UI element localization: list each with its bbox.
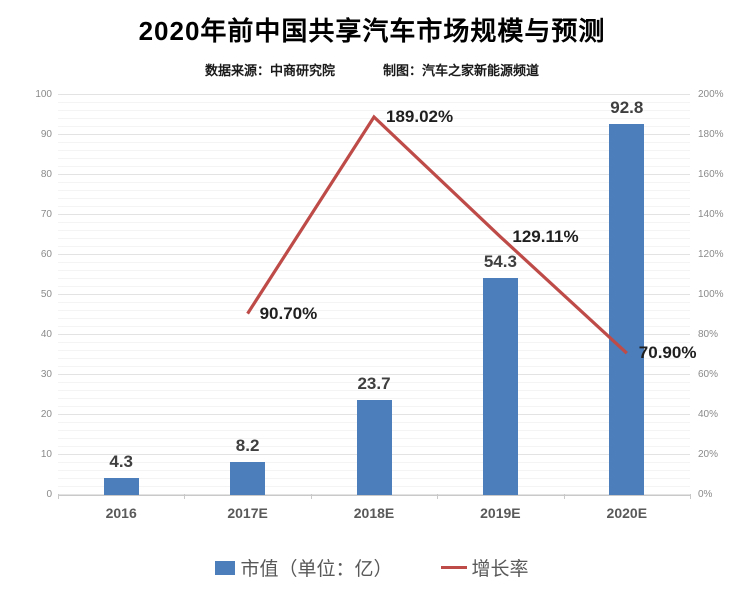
right-axis-tick-label: 60% [698, 369, 719, 380]
legend-item-bar: 市值（单位：亿） [215, 554, 393, 581]
plot-area: 4.3 8.2 23.7 54.3 92.8 90.70% 189.02% 129.11% 70… [58, 94, 696, 496]
growth-rate-label: 189.02% [386, 106, 454, 126]
x-axis-tick-mark [563, 494, 565, 499]
right-axis-tick-label: 80% [698, 329, 719, 340]
left-axis-tick-label: 0 [46, 489, 52, 500]
bar-2017E [230, 462, 266, 495]
left-axis-tick-label: 60 [40, 249, 52, 260]
bar-value-label: 23.7 [357, 374, 391, 394]
bar-value-label: 54.3 [483, 251, 517, 271]
legend: 市值（单位：亿） 增长率 [0, 554, 744, 581]
left-axis-tick-label: 10 [40, 449, 52, 460]
data-source-label: 数据来源：中商研究院 [205, 63, 336, 78]
x-axis-tick-mark [184, 494, 186, 499]
x-axis-category-label: 2016 [105, 505, 137, 521]
x-axis-tick-mark [58, 494, 59, 499]
bar-2019E [482, 277, 518, 495]
right-axis-tick-label: 160% [698, 169, 724, 180]
left-axis-tick-label: 90 [40, 129, 52, 140]
bar-2016 [103, 477, 139, 495]
right-axis-tick-label: 200% [698, 89, 724, 100]
growth-rate-label: 129.11% [512, 226, 579, 246]
right-axis-tick-label: 40% [698, 409, 719, 420]
left-axis-tick-label: 80 [40, 169, 52, 180]
bar-legend-label: 市值（单位：亿） [240, 559, 393, 580]
line-series-swatch [440, 566, 467, 569]
growth-rate-label: 70.90% [638, 343, 697, 363]
left-axis-tick-label: 30 [40, 369, 52, 380]
bar-value-label: 8.2 [235, 436, 260, 456]
bar-2018E [356, 400, 392, 495]
growth-rate-line [246, 114, 628, 355]
x-axis-tick-mark [437, 494, 439, 499]
left-axis-tick-label: 70 [40, 209, 52, 220]
x-axis-category-label: 2017E [227, 505, 268, 521]
left-axis-tick-label: 40 [40, 329, 52, 340]
growth-rate-label: 90.70% [259, 303, 318, 323]
credit-label: 制图：汽车之家新能源频道 [383, 63, 540, 78]
bar-series-swatch [215, 560, 236, 575]
left-axis-tick-label: 20 [40, 409, 52, 420]
right-axis-tick-label: 180% [698, 129, 724, 140]
x-axis-tick-mark [310, 494, 312, 499]
x-axis-category-label: 2019E [480, 505, 521, 521]
line-legend-label: 增长率 [471, 559, 529, 580]
x-axis-tick-mark [690, 494, 691, 499]
bar-value-label: 4.3 [109, 451, 133, 471]
right-axis-tick-label: 20% [698, 449, 719, 460]
left-axis-tick-label: 50 [40, 289, 52, 300]
bar-2020E [609, 123, 645, 495]
right-axis-tick-label: 100% [698, 289, 724, 300]
right-axis-tick-label: 120% [698, 249, 724, 260]
chart-title: 2020年前中国共享汽车市场规模与预测 [138, 16, 606, 46]
right-axis-tick-label: 140% [698, 209, 724, 220]
x-axis-category-label: 2018E [353, 505, 395, 521]
left-axis-tick-label: 100 [35, 89, 52, 100]
bar-value-label: 92.8 [610, 97, 644, 117]
legend-item-line: 增长率 [440, 554, 529, 581]
right-axis-tick-label: 0% [698, 489, 713, 500]
x-axis-category-label: 2020E [606, 505, 648, 521]
